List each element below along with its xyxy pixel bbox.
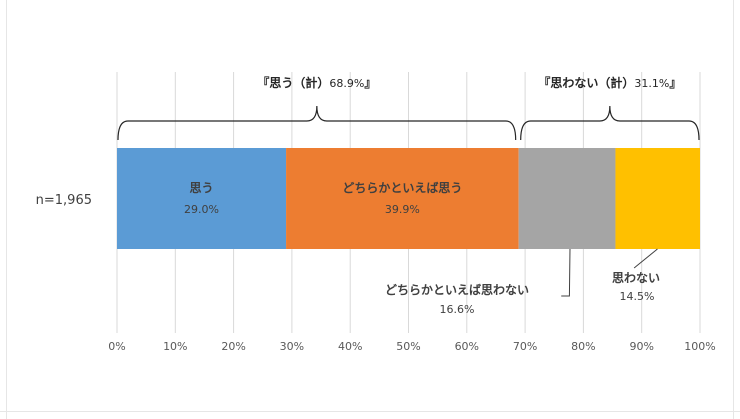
group-annotation-label: 『思わない（計）31.1%』 — [538, 75, 681, 90]
segment-value-label: 16.6% — [440, 303, 475, 316]
segment-value-label: 29.0% — [184, 203, 219, 216]
segment-value-label: 14.5% — [620, 290, 655, 303]
category-label: n=1,965 — [36, 193, 92, 208]
leader-line — [633, 248, 658, 269]
x-tick-label: 40% — [338, 340, 362, 353]
x-tick-label: 20% — [221, 340, 245, 353]
segment-name-label: 思わない — [612, 271, 660, 285]
sheet-gridline — [0, 411, 740, 412]
segment-name-label: どちらかといえば思わない — [385, 282, 529, 297]
group-braces — [117, 105, 700, 141]
leader-line — [561, 248, 571, 297]
bar-segment — [117, 148, 287, 249]
bar-segment — [615, 148, 700, 249]
x-tick-label: 60% — [455, 340, 479, 353]
segment-value-label: 39.9% — [385, 203, 420, 216]
sheet-gridline — [733, 0, 734, 419]
x-tick-label: 30% — [280, 340, 304, 353]
x-tick-label: 10% — [163, 340, 187, 353]
x-tick-label: 70% — [513, 340, 537, 353]
x-tick-label: 90% — [629, 340, 653, 353]
group-brace — [520, 105, 700, 141]
x-tick-label: 50% — [396, 340, 420, 353]
segment-name-label: 思う — [190, 181, 214, 195]
x-tick-label: 100% — [684, 340, 715, 353]
bar-segment — [518, 148, 616, 249]
segment-name-label: どちらかといえば思う — [342, 180, 462, 195]
group-annotation-label: 『思う（計）68.9%』 — [257, 75, 376, 90]
group-brace — [117, 105, 517, 141]
x-tick-label: 80% — [571, 340, 595, 353]
sheet-gridline — [6, 0, 7, 419]
chart-labels: 0% 10% 20% 30% 40% 50% 60% 70% 80% 90% 100% n=1,965… — [36, 75, 716, 353]
bar-segments — [117, 148, 700, 249]
x-tick-label: 0% — [108, 340, 125, 353]
bar-segment — [286, 148, 519, 249]
